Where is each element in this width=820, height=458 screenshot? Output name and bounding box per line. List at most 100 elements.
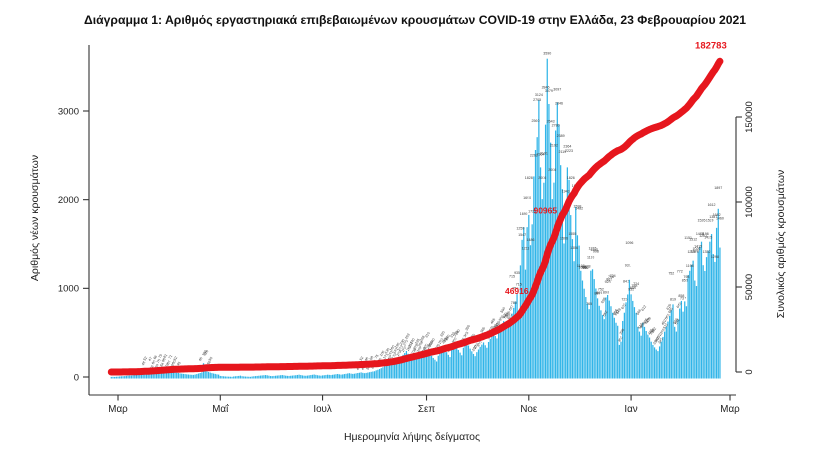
bar bbox=[513, 307, 515, 379]
bar bbox=[605, 297, 607, 379]
bar bbox=[546, 58, 548, 379]
bar bbox=[653, 347, 656, 379]
bar bbox=[680, 300, 683, 379]
bar bbox=[496, 338, 498, 379]
bar bbox=[434, 359, 436, 379]
bar-value-label: 1612 bbox=[708, 203, 716, 207]
bar-value-label: 1598 bbox=[573, 204, 581, 208]
bar bbox=[355, 373, 357, 379]
bar-value-label: 1151 bbox=[684, 236, 692, 240]
bar bbox=[350, 373, 352, 379]
bar bbox=[337, 373, 339, 379]
bar bbox=[415, 356, 418, 379]
bar-value-label: 3590 bbox=[543, 52, 551, 56]
bar bbox=[243, 376, 245, 379]
bar bbox=[171, 370, 173, 379]
bar-value-label: 45 bbox=[176, 361, 182, 367]
bar bbox=[248, 376, 250, 379]
x-tick-label: Μαρ bbox=[720, 404, 740, 415]
bar bbox=[362, 372, 364, 379]
bar-value-label: 156 bbox=[201, 349, 208, 356]
bar bbox=[689, 270, 691, 379]
bar-value-label: 2846 bbox=[555, 102, 563, 106]
bar bbox=[591, 269, 594, 379]
y-right-tick-label: 50000 bbox=[744, 274, 755, 300]
bar bbox=[352, 373, 354, 379]
bar bbox=[182, 373, 185, 379]
bar bbox=[249, 376, 252, 379]
bar bbox=[323, 375, 325, 379]
bar-value-label: 1211 bbox=[522, 247, 530, 251]
bar bbox=[125, 375, 128, 379]
bar bbox=[489, 338, 491, 379]
bar bbox=[476, 352, 478, 379]
bar-value-label: 724 bbox=[610, 274, 616, 278]
bar-value-label: 578 bbox=[615, 308, 622, 315]
bar bbox=[221, 376, 223, 379]
cumulative-annotation-90965: 90965 bbox=[533, 205, 557, 215]
bar-value-label: 462 bbox=[493, 322, 500, 329]
bar-value-label: 566 bbox=[636, 309, 643, 316]
bar-value-label: 996 bbox=[581, 266, 587, 270]
bar-value-label: 652 bbox=[602, 310, 609, 317]
bar bbox=[586, 303, 589, 379]
bar-value-label: 310 bbox=[443, 336, 450, 343]
bar-value-label: 1690 bbox=[523, 196, 531, 200]
bar-value-label: 798 bbox=[683, 275, 689, 279]
bar bbox=[585, 297, 587, 379]
bar bbox=[667, 321, 669, 379]
bar bbox=[514, 301, 517, 379]
bar bbox=[518, 313, 520, 379]
bar-value-label: 1828 bbox=[525, 176, 533, 180]
bar bbox=[623, 312, 625, 379]
bar bbox=[617, 325, 619, 379]
x-tick-label: Σεπ bbox=[418, 404, 435, 415]
bar bbox=[697, 251, 699, 379]
bar bbox=[407, 353, 409, 379]
bar bbox=[606, 294, 609, 379]
bar bbox=[684, 301, 686, 379]
bar-value-label: 1415 bbox=[694, 245, 702, 249]
bar bbox=[484, 345, 486, 379]
bar-value-label: 310 bbox=[654, 336, 661, 343]
x-tick-label: Ιαν bbox=[624, 404, 637, 415]
bar bbox=[353, 373, 356, 379]
bar-value-label: 251 bbox=[408, 341, 415, 348]
bar bbox=[508, 322, 510, 379]
bar bbox=[601, 315, 604, 379]
bar-value-label: 724 bbox=[633, 282, 639, 286]
bar bbox=[690, 264, 693, 379]
bar bbox=[229, 376, 231, 379]
bar bbox=[637, 326, 639, 379]
bar bbox=[129, 375, 131, 379]
bar-value-label: 1026 bbox=[692, 247, 700, 251]
bar bbox=[332, 374, 334, 379]
bar-value-label: 2364 bbox=[563, 144, 571, 148]
bar bbox=[399, 358, 401, 379]
bar bbox=[286, 375, 288, 379]
bar-value-label: 1722 bbox=[528, 209, 536, 213]
bar bbox=[645, 330, 647, 379]
bar bbox=[338, 374, 340, 379]
bar-value-label: 752 bbox=[668, 271, 674, 275]
bar-value-label: 268 bbox=[419, 335, 426, 342]
bar-value-label: 240 bbox=[429, 338, 436, 345]
y-left-tick-label: 2000 bbox=[58, 195, 79, 206]
bar bbox=[519, 265, 522, 379]
bar bbox=[632, 300, 634, 379]
bar bbox=[226, 376, 228, 379]
bar bbox=[501, 324, 503, 379]
bar-value-label: 45 bbox=[356, 366, 362, 372]
bar-value-label: 1261 bbox=[699, 234, 707, 238]
bar-value-label: 780 bbox=[511, 301, 517, 305]
bar bbox=[258, 375, 260, 379]
bar-value-label: 566 bbox=[664, 313, 671, 320]
bar bbox=[269, 376, 272, 379]
bar-value-label: 56 bbox=[149, 365, 155, 371]
bar bbox=[147, 373, 149, 379]
bar-value-label: 430 bbox=[488, 325, 495, 332]
bar-value-label: 737 bbox=[680, 297, 686, 301]
bar bbox=[238, 375, 240, 379]
bar bbox=[325, 374, 327, 379]
